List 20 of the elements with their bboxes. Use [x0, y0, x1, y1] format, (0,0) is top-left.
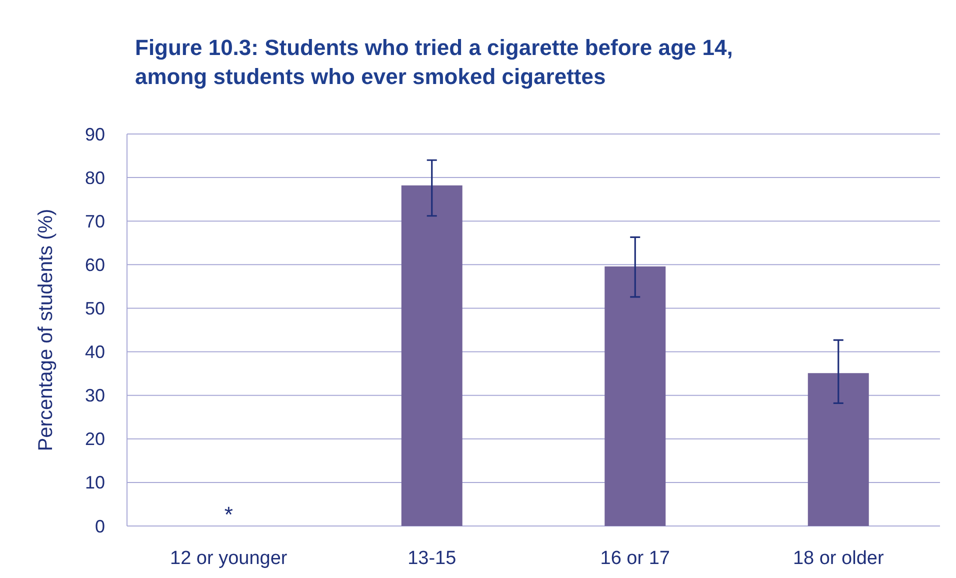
annotation: *	[224, 502, 234, 527]
bar	[401, 185, 462, 526]
y-tick-label: 70	[84, 211, 105, 232]
x-tick-label: 13-15	[408, 548, 456, 569]
y-tick-label: 30	[84, 386, 105, 406]
y-tick-label: 10	[84, 472, 105, 493]
bar	[604, 266, 666, 526]
y-tick-label: 60	[84, 254, 105, 275]
bar	[808, 373, 869, 526]
x-tick-label: 16 or 17	[600, 548, 670, 569]
x-tick-label: 18 or older	[792, 548, 884, 569]
y-tick-label: 90	[84, 124, 105, 144]
x-tick-label: 12 or younger	[170, 548, 288, 569]
chart-title: Figure 10.3: Students who tried a cigarette before age 14, among students who ever smoked cigarettes	[135, 35, 733, 89]
y-tick-label: 20	[84, 429, 105, 450]
y-tick-label: 0	[94, 516, 105, 536]
y-axis-title: Percentage of students (%)	[35, 208, 57, 452]
y-tick-label: 50	[84, 298, 105, 319]
y-tick-label: 40	[84, 342, 105, 362]
y-tick-label: 80	[84, 168, 105, 188]
